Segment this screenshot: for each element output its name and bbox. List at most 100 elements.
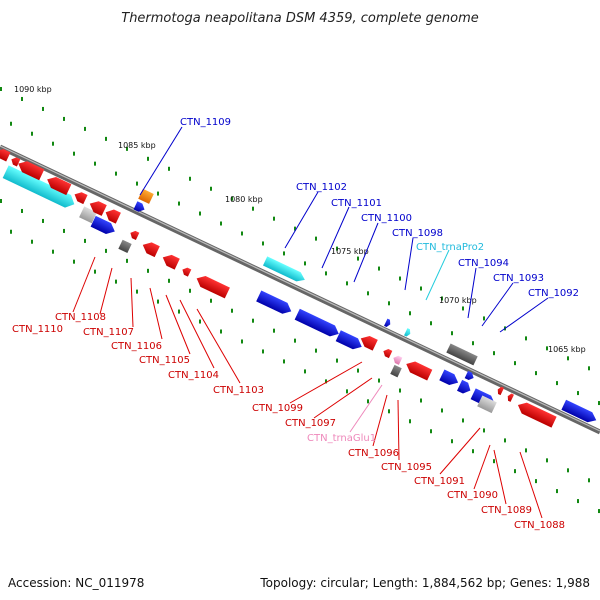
scale-tick bbox=[115, 279, 117, 284]
scale-tick bbox=[147, 268, 149, 273]
scale-ticks bbox=[0, 87, 600, 514]
scale-tick bbox=[493, 459, 495, 464]
trna-gene bbox=[2, 165, 75, 208]
rrna-gene bbox=[79, 206, 97, 224]
scale-tick bbox=[94, 269, 96, 274]
scale-tick bbox=[577, 391, 579, 396]
scale-tick bbox=[441, 408, 443, 413]
scale-tick bbox=[514, 469, 516, 474]
scale-tick bbox=[210, 298, 212, 303]
scale-tick bbox=[525, 336, 527, 341]
gene-label: CTN_1099 bbox=[252, 403, 303, 414]
leader-line bbox=[372, 394, 388, 447]
scale-label: 1090 kbp bbox=[14, 85, 52, 94]
gene-label: CTN_1107 bbox=[83, 327, 134, 338]
highlight-gene bbox=[138, 188, 154, 204]
scale-tick bbox=[399, 388, 401, 393]
reverse-gene bbox=[406, 361, 433, 381]
leader-line bbox=[289, 361, 363, 404]
gene-label: CTN_1098 bbox=[392, 228, 443, 239]
rrna-gene bbox=[446, 343, 478, 366]
scale-tick bbox=[283, 251, 285, 256]
scale-tick bbox=[315, 236, 317, 241]
scale-tick bbox=[52, 141, 54, 146]
scale-tick bbox=[546, 458, 548, 463]
scale-tick bbox=[598, 401, 600, 406]
gene-label: CTN_trnaPro2 bbox=[416, 242, 484, 253]
scale-tick bbox=[493, 351, 495, 356]
leader-line bbox=[404, 237, 414, 291]
scale-tick bbox=[451, 331, 453, 336]
gene-label: CTN_1102 bbox=[296, 182, 347, 193]
scale-tick bbox=[63, 228, 65, 233]
scale-tick bbox=[462, 418, 464, 423]
scale-tick bbox=[84, 238, 86, 243]
scale-tick bbox=[388, 301, 390, 306]
gene-label: CTN_1105 bbox=[139, 355, 190, 366]
scale-tick bbox=[430, 321, 432, 326]
scale-tick bbox=[105, 136, 107, 141]
gene-label: CTN_1104 bbox=[168, 370, 219, 381]
scale-tick bbox=[157, 299, 159, 304]
scale-tick bbox=[472, 449, 474, 454]
scale-tick bbox=[357, 368, 359, 373]
scale-tick bbox=[52, 249, 54, 254]
forward-gene bbox=[335, 330, 362, 350]
scale-tick bbox=[294, 338, 296, 343]
scale-tick bbox=[577, 499, 579, 504]
gene-label: CTN_1095 bbox=[381, 462, 432, 473]
leader-line bbox=[165, 294, 191, 355]
scale-tick bbox=[126, 258, 128, 263]
leader-line bbox=[493, 449, 507, 505]
scale-tick bbox=[441, 296, 443, 301]
scale-tick bbox=[241, 339, 243, 344]
forward-gene bbox=[294, 308, 339, 337]
scale-tick bbox=[357, 256, 359, 261]
gene-label: CTN_1109 bbox=[180, 117, 231, 128]
scale-tick bbox=[472, 341, 474, 346]
gene-label: CTN_1106 bbox=[111, 341, 162, 352]
scale-tick bbox=[430, 429, 432, 434]
leader-line bbox=[284, 191, 319, 249]
scale-tick bbox=[252, 318, 254, 323]
scale-tick bbox=[294, 226, 296, 231]
scale-tick bbox=[556, 381, 558, 386]
leader-line bbox=[397, 399, 400, 461]
scale-tick bbox=[42, 218, 44, 223]
scale-tick bbox=[189, 288, 191, 293]
scale-tick bbox=[483, 316, 485, 321]
scale-tick bbox=[346, 389, 348, 394]
scale-tick bbox=[304, 261, 306, 266]
scale-tick bbox=[451, 439, 453, 444]
scale-tick bbox=[304, 369, 306, 374]
forward-gene bbox=[439, 369, 459, 386]
leader-line bbox=[179, 299, 215, 369]
scale-tick bbox=[367, 399, 369, 404]
scale-tick bbox=[31, 239, 33, 244]
topology-text: Topology: circular; Length: 1,884,562 bp… bbox=[259, 576, 590, 590]
scale-tick bbox=[567, 468, 569, 473]
scale-tick bbox=[199, 211, 201, 216]
scale-tick bbox=[399, 276, 401, 281]
scale-tick bbox=[220, 221, 222, 226]
leader-line bbox=[321, 206, 350, 269]
leader-line bbox=[99, 267, 113, 315]
scale-tick bbox=[136, 181, 138, 186]
scale-tick bbox=[168, 166, 170, 171]
scale-tick bbox=[262, 241, 264, 246]
scale-tick bbox=[598, 509, 600, 514]
scale-tick bbox=[462, 306, 464, 311]
scale-tick bbox=[105, 248, 107, 253]
gene-label: CTN_1094 bbox=[458, 258, 509, 269]
scale-label: 1070 kbp bbox=[439, 296, 477, 305]
reverse-gene bbox=[162, 254, 180, 270]
scale-tick bbox=[409, 419, 411, 424]
scale-tick bbox=[588, 478, 590, 483]
leader-line bbox=[139, 126, 183, 196]
scale-tick bbox=[336, 246, 338, 251]
reverse-gene bbox=[0, 149, 11, 162]
scale-label: 1065 kbp bbox=[548, 345, 586, 354]
scale-tick bbox=[0, 199, 2, 203]
scale-tick bbox=[126, 146, 128, 151]
rrna-gene bbox=[118, 239, 132, 254]
